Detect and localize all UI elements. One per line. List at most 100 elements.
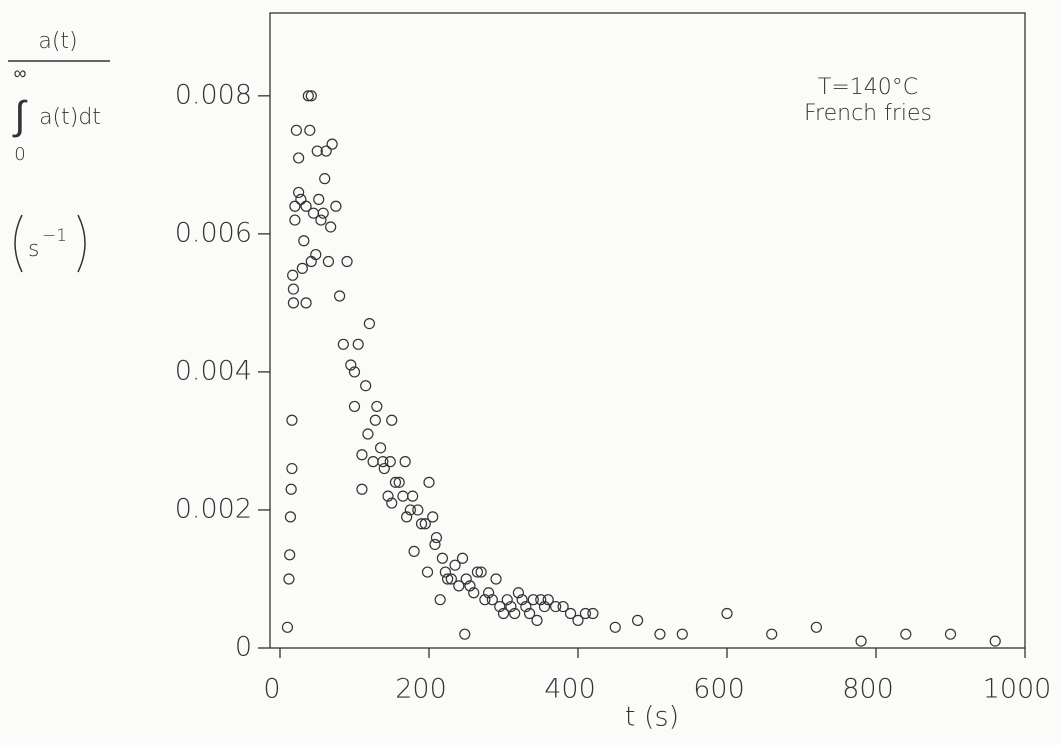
point xyxy=(289,214,301,226)
point xyxy=(564,607,577,620)
y-tick-label: 0 xyxy=(235,632,252,663)
x-tick-label: 1000 xyxy=(983,674,1052,705)
annotation: T=140°C xyxy=(818,75,918,100)
point xyxy=(293,152,305,164)
point xyxy=(290,124,302,136)
point xyxy=(505,600,517,613)
point xyxy=(334,290,346,302)
point xyxy=(363,317,375,330)
point xyxy=(283,573,295,585)
point xyxy=(285,483,297,495)
point xyxy=(304,124,316,136)
point xyxy=(325,221,337,233)
point xyxy=(900,628,912,640)
point xyxy=(855,635,867,647)
point xyxy=(412,504,424,516)
x-tick-label: 0 xyxy=(263,674,280,705)
point xyxy=(486,594,498,606)
point xyxy=(542,594,554,606)
point xyxy=(579,607,592,620)
point xyxy=(295,193,307,205)
point xyxy=(538,600,551,613)
point xyxy=(374,442,387,454)
point xyxy=(550,600,562,613)
point xyxy=(944,628,957,640)
y-tick-label: 0.006 xyxy=(175,217,252,248)
point xyxy=(330,200,342,212)
point xyxy=(557,600,569,613)
point xyxy=(369,414,381,426)
point xyxy=(483,587,495,599)
point xyxy=(442,573,454,585)
point xyxy=(436,552,449,564)
plot-frame xyxy=(269,12,1026,649)
point xyxy=(322,255,335,268)
point xyxy=(377,456,389,468)
point xyxy=(337,338,349,350)
point xyxy=(356,483,368,495)
point xyxy=(419,518,431,530)
point xyxy=(501,594,513,606)
point xyxy=(509,607,521,620)
point xyxy=(408,545,420,557)
point xyxy=(293,186,305,199)
x-tick-label: 600 xyxy=(693,674,745,705)
point xyxy=(319,173,331,185)
point xyxy=(427,511,439,523)
point xyxy=(460,573,472,585)
point xyxy=(989,635,1001,647)
point xyxy=(326,138,338,150)
point xyxy=(587,607,599,620)
point xyxy=(362,428,374,440)
point xyxy=(384,456,396,468)
point xyxy=(352,338,364,350)
point xyxy=(434,594,446,606)
point xyxy=(407,490,419,502)
point xyxy=(449,559,461,571)
point xyxy=(516,594,528,606)
point xyxy=(494,600,506,613)
y-label-denominator: a(t)dt xyxy=(39,105,101,130)
point xyxy=(287,283,300,295)
point xyxy=(415,518,428,530)
point xyxy=(305,90,317,102)
point xyxy=(287,297,300,309)
point xyxy=(676,628,688,640)
point xyxy=(397,490,409,502)
point xyxy=(313,193,325,205)
point xyxy=(512,587,525,599)
point xyxy=(300,200,312,212)
point xyxy=(475,566,487,578)
y-axis-label: a(t) ∞ ∫ a(t)dt 0 s −1 xyxy=(8,29,110,273)
point xyxy=(341,255,353,268)
point xyxy=(296,262,308,274)
point xyxy=(348,400,361,413)
point xyxy=(810,621,823,633)
point xyxy=(311,145,323,157)
point xyxy=(401,511,413,523)
point xyxy=(360,380,372,392)
point xyxy=(378,462,390,475)
point xyxy=(453,580,465,592)
point xyxy=(429,538,441,551)
point xyxy=(315,214,327,226)
point xyxy=(468,587,480,599)
unit-parentheses xyxy=(14,214,86,273)
y-label-lower-limit: 0 xyxy=(14,144,25,165)
point xyxy=(531,614,543,626)
point xyxy=(284,511,297,523)
point xyxy=(535,594,547,606)
point xyxy=(445,573,457,585)
point xyxy=(430,531,443,544)
point xyxy=(421,566,434,578)
point xyxy=(523,607,536,620)
point xyxy=(310,248,322,261)
point xyxy=(490,573,502,585)
point xyxy=(527,594,539,606)
point xyxy=(631,614,644,626)
y-label-upper-limit: ∞ xyxy=(14,63,27,84)
x-axis-label: t (s) xyxy=(625,702,679,733)
point xyxy=(439,566,451,578)
y-label-unit-exponent: −1 xyxy=(42,226,67,246)
point xyxy=(281,621,294,633)
